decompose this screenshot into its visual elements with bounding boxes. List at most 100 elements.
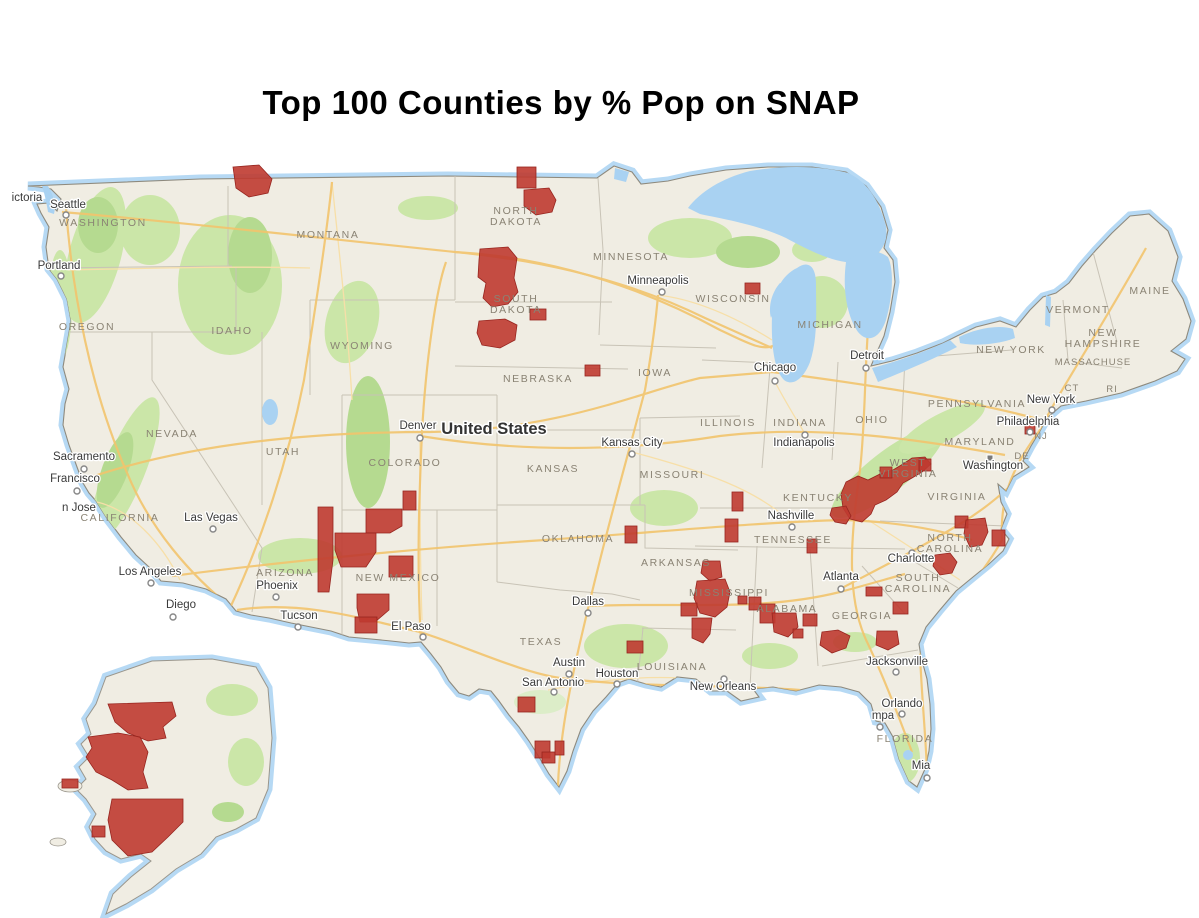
county-highlight: [85, 732, 149, 791]
capital-marker-washington: [986, 454, 994, 462]
county-highlight: [963, 517, 989, 548]
city-marker-charlotte: [908, 549, 916, 557]
county-highlight: [554, 740, 565, 756]
lake-of-the-woods: [614, 168, 629, 182]
city-marker-new-orleans: [720, 675, 728, 683]
lake-erie: [872, 340, 957, 382]
city-label-ictoria: ictoria: [12, 192, 43, 204]
state-label-kansas: KANSAS: [527, 463, 579, 475]
county-highlight: [402, 490, 417, 511]
state-label-massachuse: MASSACHUSE: [1055, 357, 1132, 368]
city-label-mia: Mia: [912, 760, 931, 772]
lake-champlain: [1045, 295, 1051, 327]
city-marker-indianapolis: [801, 431, 809, 439]
lake-superior: [688, 167, 887, 263]
green-bay: [770, 283, 786, 318]
county-highlight: [792, 628, 804, 639]
lake-michigan: [771, 264, 817, 383]
city-marker-portland: [57, 272, 65, 280]
state-label-idaho: IDAHO: [211, 325, 252, 337]
state-label-west-virginia: WEST VIRGINIA: [879, 457, 938, 480]
county-highlight: [477, 246, 519, 308]
county-highlight: [991, 529, 1006, 547]
county-highlight: [476, 318, 518, 349]
state-label-montana: MONTANA: [297, 229, 360, 241]
city-marker-austin: [565, 670, 573, 678]
city-marker-diego: [169, 613, 177, 621]
state-label-new-york: NEW YORK: [976, 344, 1046, 356]
city-marker-new-york: [1048, 406, 1056, 414]
state-label-iowa: IOWA: [638, 367, 672, 379]
state-label-michigan: MICHIGAN: [797, 319, 862, 331]
city-label-chicago: Chicago: [754, 362, 796, 374]
country-label: United States: [441, 420, 546, 438]
great-lakes: [42, 167, 1051, 760]
state-label-kentucky: KENTUCKY: [783, 492, 853, 504]
city-marker-nashville: [788, 523, 796, 531]
great-salt-lake: [262, 399, 278, 425]
city-marker-sacramento: [80, 465, 88, 473]
lake-okeechobee: [903, 750, 913, 760]
city-label-las-vegas: Las Vegas: [184, 512, 238, 524]
county-highlight: [700, 560, 723, 582]
county-highlight: [317, 506, 334, 593]
state-label-pennsylvania: PENNSYLVANIA: [928, 398, 1026, 410]
county-highlight: [829, 505, 852, 525]
snap-county-highlights: [61, 164, 1036, 857]
state-label-de: DE: [1014, 451, 1029, 462]
city-label-new-orleans: New Orleans: [690, 681, 757, 693]
state-label-ct: CT: [1065, 383, 1080, 394]
county-highlight: [584, 364, 601, 377]
county-highlight: [365, 508, 403, 534]
city-marker-minneapolis: [658, 288, 666, 296]
city-label-new-york: New York: [1027, 394, 1076, 406]
county-highlight: [744, 282, 761, 295]
county-highlight: [523, 187, 557, 216]
city-label-n-jose: n Jose: [62, 502, 96, 514]
city-label-layer: ictoria Seattle Portland Sacramento Francisc…: [10, 191, 1077, 782]
county-highlight: [107, 798, 184, 857]
state-label-missouri: MISSOURI: [640, 469, 705, 481]
county-highlight: [517, 696, 536, 713]
city-label-san-antonio: San Antonio: [522, 677, 584, 689]
state-label-nj: NJ: [1034, 431, 1048, 442]
county-highlight: [680, 602, 698, 617]
city-label-orlando: Orlando: [882, 698, 923, 710]
county-highlight: [107, 701, 177, 742]
state-label-oklahoma: OKLAHOMA: [542, 533, 614, 545]
state-label-nebraska: NEBRASKA: [503, 373, 573, 385]
state-label-texas: TEXAS: [520, 636, 562, 648]
county-highlight: [624, 525, 638, 544]
state-label-georgia: GEORGIA: [832, 610, 892, 622]
state-label-illinois: ILLINOIS: [700, 417, 756, 429]
city-label-charlotte: Charlotte: [888, 553, 935, 565]
county-highlight: [91, 825, 106, 838]
county-highlight: [724, 518, 739, 543]
state-label-ohio: OHIO: [855, 414, 888, 426]
county-highlight: [892, 601, 909, 615]
city-label-washington: Washington: [963, 460, 1023, 472]
county-highlight: [516, 166, 537, 189]
city-marker-san-antonio: [550, 688, 558, 696]
county-highlight: [61, 778, 79, 789]
city-label-seattle: Seattle: [50, 199, 86, 211]
lake-st-clair: [873, 356, 881, 364]
state-label-nevada: NEVADA: [146, 428, 198, 440]
city-marker-tucson: [294, 623, 302, 631]
city-marker-dallas: [584, 609, 592, 617]
city-label-minneapolis: Minneapolis: [627, 275, 689, 287]
city-label-sacramento: Sacramento: [53, 451, 115, 463]
county-highlight: [802, 613, 818, 627]
state-label-maryland: MARYLAND: [945, 436, 1016, 448]
city-marker-seattle: [62, 211, 70, 219]
city-label-philadelphia: Philadelphia: [997, 416, 1060, 428]
city-marker-mpa: [876, 723, 884, 731]
county-highlight: [879, 466, 893, 479]
county-highlight: [529, 308, 547, 321]
lake-ontario: [959, 326, 1015, 345]
state-label-north-carolina: NORTH CAROLINA: [917, 532, 983, 555]
lake-huron: [844, 251, 892, 339]
city-marker-francisco: [73, 487, 81, 495]
state-label-indiana: INDIANA: [773, 417, 827, 429]
